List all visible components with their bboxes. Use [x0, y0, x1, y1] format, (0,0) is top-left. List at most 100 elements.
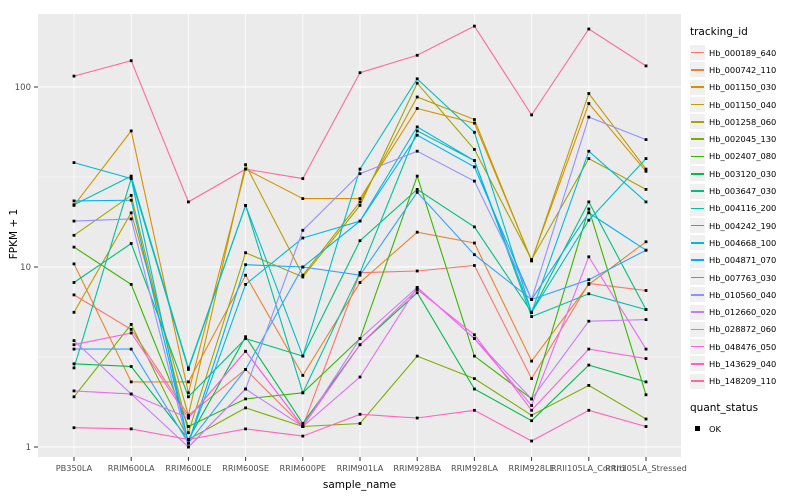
data-point — [129, 174, 133, 178]
data-point — [244, 387, 247, 391]
x-tick-label: RRIM901LA — [337, 463, 384, 473]
data-point — [72, 199, 76, 203]
data-point — [301, 197, 305, 200]
data-point — [587, 102, 591, 105]
data-point — [415, 416, 419, 420]
legend-label: Hb_004668_100 — [709, 237, 777, 248]
data-point — [301, 434, 305, 438]
panel-background — [38, 14, 681, 457]
data-point — [72, 426, 76, 430]
legend-key-swatch — [690, 62, 705, 78]
data-point — [72, 395, 76, 399]
data-point — [129, 177, 133, 180]
data-point — [358, 239, 362, 243]
data-point — [587, 157, 591, 160]
data-point — [129, 129, 133, 133]
legend-line-icon — [691, 311, 704, 313]
legend-line-icon — [691, 345, 704, 348]
data-point — [72, 245, 76, 249]
data-point — [644, 200, 648, 204]
data-point — [473, 130, 476, 134]
data-point — [129, 392, 133, 396]
data-point — [244, 163, 247, 167]
data-point — [587, 292, 591, 296]
data-point — [244, 349, 247, 353]
data-point — [187, 366, 190, 370]
data-point — [473, 159, 476, 162]
point-marker — [695, 426, 700, 432]
legend-item-Hb_000742_110: Hb_000742_110 — [690, 61, 798, 78]
legend-line-icon — [691, 190, 704, 192]
data-point — [473, 225, 476, 229]
data-point — [301, 265, 305, 269]
data-point — [415, 190, 419, 194]
x-tick-label: PB350LA — [56, 463, 93, 473]
data-point — [301, 275, 305, 279]
data-point — [301, 354, 305, 358]
data-point — [530, 408, 533, 412]
data-point — [72, 161, 76, 164]
data-point — [415, 107, 419, 110]
legend-label: Hb_003647_030 — [709, 186, 777, 197]
legend-line-icon — [691, 380, 704, 383]
quant-status-item: OK — [690, 420, 798, 437]
data-point — [415, 230, 419, 234]
x-tick-label: RRIM928LA — [451, 463, 498, 473]
data-point — [358, 343, 362, 347]
data-point — [587, 149, 591, 153]
data-point — [644, 347, 648, 351]
legend-item-Hb_143629_040: Hb_143629_040 — [690, 355, 798, 372]
x-tick-label: RRIM600SE — [222, 463, 269, 473]
legend-line-icon — [691, 51, 704, 54]
y-tick-label: 100 — [15, 83, 31, 93]
data-point — [587, 200, 591, 204]
legend-label: Hb_000189_640 — [709, 47, 777, 58]
data-point — [72, 347, 76, 351]
legend-label: Hb_002407_080 — [709, 151, 777, 162]
legend-label: Hb_010560_040 — [709, 289, 777, 300]
data-point — [129, 365, 133, 368]
data-point — [473, 165, 476, 169]
data-point — [72, 339, 76, 342]
data-point — [415, 291, 419, 295]
legend-item-Hb_148209_110: Hb_148209_110 — [690, 373, 798, 390]
data-point — [358, 273, 362, 277]
data-point — [129, 283, 133, 286]
data-point — [72, 293, 76, 297]
data-point — [644, 308, 648, 311]
legend-item-Hb_010560_040: Hb_010560_040 — [690, 286, 798, 303]
legend-key-swatch — [690, 200, 705, 216]
data-point — [72, 362, 76, 366]
legend-label: Hb_028872_060 — [709, 324, 777, 335]
data-point — [415, 133, 419, 137]
data-point — [415, 77, 419, 81]
data-point — [587, 384, 591, 387]
legend-line-icon — [691, 138, 704, 140]
data-point — [530, 259, 533, 263]
data-point — [530, 439, 533, 443]
data-point — [244, 204, 247, 207]
legend-label: Hb_001150_040 — [709, 99, 777, 110]
legend-line-icon — [691, 121, 704, 123]
data-point — [644, 425, 648, 428]
data-point — [358, 219, 362, 223]
legend-item-Hb_002407_080: Hb_002407_080 — [690, 148, 798, 165]
legend-line-icon — [691, 86, 704, 89]
data-point — [587, 347, 591, 351]
data-point — [473, 408, 476, 412]
data-point — [473, 118, 476, 121]
data-point — [473, 148, 476, 151]
data-point — [587, 218, 591, 222]
data-point — [473, 179, 476, 183]
data-point — [72, 389, 76, 393]
data-point — [644, 289, 648, 292]
quant-status-title: quant_status — [690, 401, 759, 414]
legend-label: Hb_004871_070 — [709, 255, 777, 266]
data-point — [415, 125, 419, 129]
legend-key-swatch — [690, 79, 705, 95]
legend-item-Hb_003120_030: Hb_003120_030 — [690, 165, 798, 182]
data-point — [129, 323, 133, 326]
legend-item-Hb_002045_130: Hb_002045_130 — [690, 130, 798, 147]
data-point — [129, 211, 133, 215]
data-point — [244, 263, 247, 267]
